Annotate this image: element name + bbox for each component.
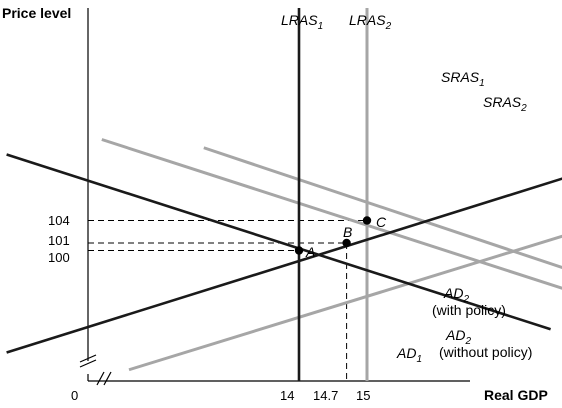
- y-tick-104: 104: [48, 213, 70, 228]
- origin-label: 0: [71, 388, 78, 403]
- sras2-label: SRAS2: [483, 94, 527, 114]
- x-tick-14-7: 14.7: [313, 388, 338, 403]
- ad2-with-label: AD2: [443, 285, 469, 305]
- ad2-with-curve: [203, 146, 562, 270]
- point-c-label: C: [376, 214, 387, 230]
- axis-break-icon: [79, 354, 112, 386]
- lras2-label: LRAS2: [349, 12, 392, 32]
- ad1-label: AD1: [396, 345, 422, 365]
- x-axis-title: Real GDP: [484, 387, 548, 403]
- point-b-label: B: [343, 224, 352, 240]
- lras1-label: LRAS1: [281, 12, 323, 32]
- ad2-without-note: (without policy): [439, 344, 532, 360]
- point-c-marker: [362, 216, 372, 225]
- ad1-curve: [6, 153, 551, 331]
- sras1-label: SRAS1: [441, 69, 485, 89]
- point-a-label: A: [305, 244, 315, 260]
- y-tick-101: 101: [48, 233, 70, 248]
- x-tick-14: 14: [280, 388, 294, 403]
- y-tick-100: 100: [48, 250, 70, 265]
- sras2-curve: [128, 234, 562, 372]
- y-axis-title: Price level: [2, 5, 71, 21]
- ad2-without-curve: [101, 138, 562, 290]
- equilibrium-points: [294, 216, 372, 255]
- x-tick-15: 15: [356, 388, 370, 403]
- dashed-guides: [88, 220, 368, 381]
- point-a-marker: [294, 246, 304, 255]
- point-b-marker: [342, 238, 351, 248]
- ad2-with-note: (with policy): [432, 302, 506, 318]
- ad2-without-label: AD2: [445, 327, 471, 347]
- curves: [6, 8, 562, 381]
